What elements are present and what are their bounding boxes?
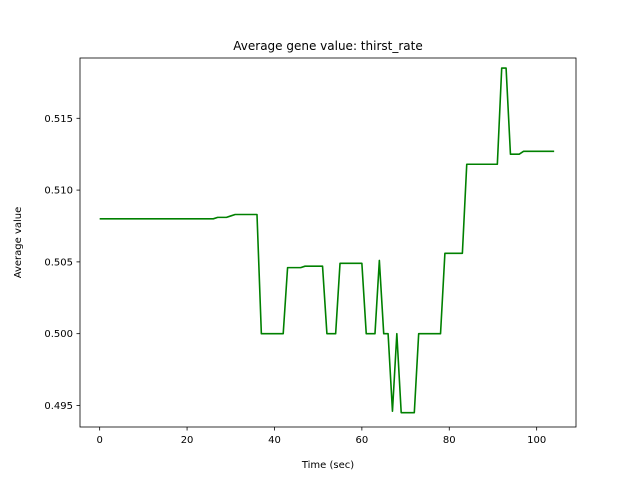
x-tick-label: 0 <box>96 435 102 446</box>
x-axis-label: Time (sec) <box>301 460 354 471</box>
x-tick-label: 20 <box>181 435 194 446</box>
y-axis-label: Average value <box>13 207 24 279</box>
plot-frame <box>79 57 577 428</box>
x-tick-label: 60 <box>356 435 369 446</box>
series-line-0 <box>99 67 555 414</box>
y-tick-label: 0.505 <box>44 257 73 268</box>
y-tick-label: 0.510 <box>44 186 73 197</box>
y-tick-label: 0.500 <box>44 329 73 340</box>
x-tick-label: 80 <box>443 435 456 446</box>
marks-layer <box>99 67 555 414</box>
x-tick-label: 40 <box>268 435 281 446</box>
chart-title: Average gene value: thirst_rate <box>233 39 422 53</box>
y-tick-label: 0.495 <box>44 401 73 412</box>
y-tick-label: 0.515 <box>44 114 73 125</box>
y-axis: 0.495 0.500 0.505 0.510 0.515 <box>44 114 80 412</box>
x-axis: 0 20 40 60 80 100 <box>96 427 546 446</box>
x-tick-label: 100 <box>527 435 546 446</box>
